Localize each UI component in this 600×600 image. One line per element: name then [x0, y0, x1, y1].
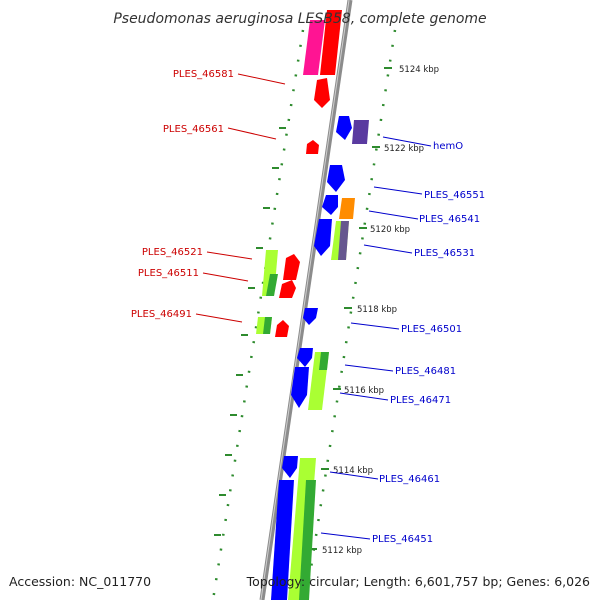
accession-text: Accession: NC_011770 [9, 574, 151, 589]
gene-feature[interactable] [279, 280, 296, 298]
gene-feature[interactable] [314, 219, 332, 256]
gene-feature[interactable] [291, 367, 309, 408]
leader-line [195, 313, 243, 323]
gene-feature[interactable] [299, 480, 316, 600]
outer-tick-ring-right [304, 29, 397, 600]
leader-line [237, 73, 286, 85]
gene-feature[interactable] [306, 140, 319, 154]
gene-feature[interactable] [303, 308, 318, 325]
map-title: Pseudomonas aeruginosa LESB58, complete … [113, 11, 486, 27]
gene-label-right[interactable]: PLES_46451 [372, 534, 433, 545]
leader-line [382, 136, 432, 147]
leader-line [202, 272, 249, 282]
tick-label: 5116 kbp [344, 386, 384, 396]
gene-feature[interactable] [263, 317, 272, 334]
gene-feature[interactable] [283, 254, 300, 280]
gene-label-left[interactable]: PLES_46581 [173, 69, 234, 80]
gene-label-right[interactable]: hemO [433, 141, 463, 152]
gene-feature[interactable] [320, 10, 342, 75]
gene-label-right[interactable]: PLES_46481 [395, 366, 456, 377]
tick-label: 5118 kbp [357, 305, 397, 315]
gene-feature[interactable] [314, 78, 330, 108]
gene-feature[interactable] [271, 480, 294, 600]
leader-line [329, 471, 379, 480]
gene-feature[interactable] [336, 116, 352, 140]
leader-line [350, 322, 400, 330]
leader-line [339, 392, 389, 401]
leader-line [368, 210, 419, 220]
gene-feature[interactable] [352, 120, 369, 144]
outer-tick-ring-left [211, 29, 305, 600]
gene-feature[interactable] [319, 352, 329, 370]
gene-label-left[interactable]: PLES_46491 [131, 309, 192, 320]
gene-feature[interactable] [327, 165, 345, 192]
tick-label: 5124 kbp [399, 65, 439, 75]
gene-feature[interactable] [303, 20, 325, 75]
tick-label: 5120 kbp [370, 225, 410, 235]
gene-label-left[interactable]: PLES_46561 [163, 124, 224, 135]
gene-label-left[interactable]: PLES_46521 [142, 247, 203, 258]
backbone [259, 0, 353, 600]
leader-line [373, 186, 423, 195]
genome-summary-text: Topology: circular; Length: 6,601,757 bp… [246, 574, 590, 589]
leader-line [227, 127, 277, 140]
gene-feature[interactable] [275, 320, 289, 337]
gene-label-right[interactable]: PLES_46461 [379, 474, 440, 485]
tick-label: 5112 kbp [322, 546, 362, 556]
gene-label-right[interactable]: PLES_46471 [390, 395, 451, 406]
tick-label: 5122 kbp [384, 144, 424, 154]
gene-label-right[interactable]: PLES_46531 [414, 248, 475, 259]
gene-label-left[interactable]: PLES_46511 [138, 268, 199, 279]
gene-feature[interactable] [338, 221, 349, 260]
gene-feature[interactable] [297, 348, 313, 367]
gene-label-right[interactable]: PLES_46541 [419, 214, 480, 225]
backbone-highlight [260, 0, 350, 600]
leader-line [363, 244, 413, 254]
gene-feature[interactable] [322, 195, 338, 215]
gene-feature[interactable] [282, 456, 298, 478]
gene-label-right[interactable]: PLES_46551 [424, 190, 485, 201]
leader-line [206, 251, 253, 260]
tick-label: 5114 kbp [333, 466, 373, 476]
leader-line [320, 532, 371, 540]
gene-feature[interactable] [339, 198, 355, 219]
leader-line [344, 364, 394, 372]
gene-feature[interactable] [266, 274, 278, 296]
gene-label-right[interactable]: PLES_46501 [401, 324, 462, 335]
